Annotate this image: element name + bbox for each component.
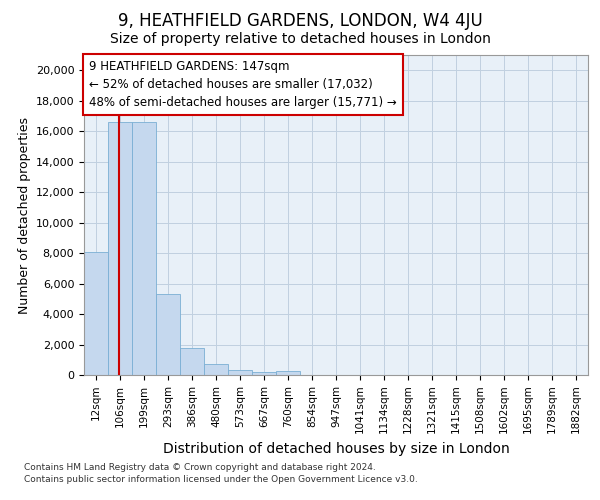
- Bar: [180, 348, 204, 375]
- X-axis label: Distribution of detached houses by size in London: Distribution of detached houses by size …: [163, 442, 509, 456]
- Bar: [276, 371, 300, 375]
- Bar: [252, 372, 276, 375]
- Text: Contains public sector information licensed under the Open Government Licence v3: Contains public sector information licen…: [24, 475, 418, 484]
- Bar: [84, 252, 108, 375]
- Bar: [132, 122, 156, 375]
- Y-axis label: Number of detached properties: Number of detached properties: [19, 116, 31, 314]
- Text: 9, HEATHFIELD GARDENS, LONDON, W4 4JU: 9, HEATHFIELD GARDENS, LONDON, W4 4JU: [118, 12, 482, 30]
- Text: 9 HEATHFIELD GARDENS: 147sqm
← 52% of detached houses are smaller (17,032)
48% o: 9 HEATHFIELD GARDENS: 147sqm ← 52% of de…: [89, 60, 397, 109]
- Bar: [228, 370, 252, 375]
- Bar: [156, 294, 180, 375]
- Text: Size of property relative to detached houses in London: Size of property relative to detached ho…: [110, 32, 490, 46]
- Text: Contains HM Land Registry data © Crown copyright and database right 2024.: Contains HM Land Registry data © Crown c…: [24, 462, 376, 471]
- Bar: [204, 364, 228, 375]
- Bar: [108, 122, 132, 375]
